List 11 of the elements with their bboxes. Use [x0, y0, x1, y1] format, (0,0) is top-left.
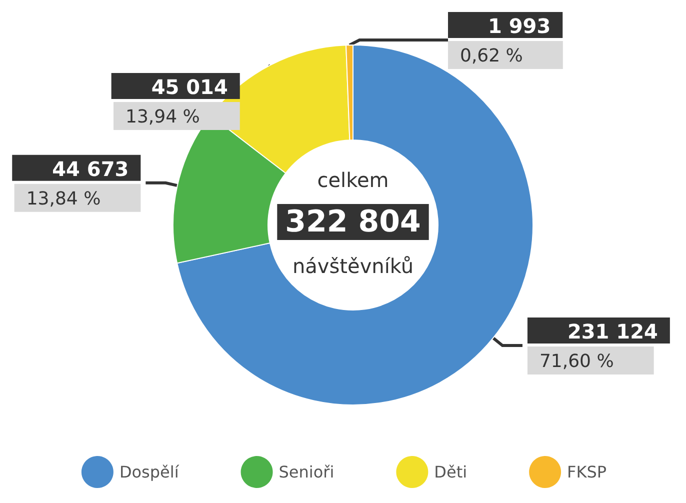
legend-label: Senioři — [278, 462, 334, 482]
data-label: 1 993 0,62 % — [460, 14, 551, 67]
text: 322 804 — [285, 204, 421, 240]
text: celkem — [317, 168, 389, 192]
legend-label: Děti — [434, 462, 468, 482]
legend-label: FKSP — [567, 462, 607, 482]
text: návštěvníků — [292, 254, 414, 278]
legend-label: Dospělí — [119, 462, 180, 482]
data-label: 231 124 71,60 % — [539, 320, 658, 372]
data-label: 45 014 13,94 % — [126, 75, 228, 128]
data-label: 44 673 13,84 % — [26, 156, 129, 210]
